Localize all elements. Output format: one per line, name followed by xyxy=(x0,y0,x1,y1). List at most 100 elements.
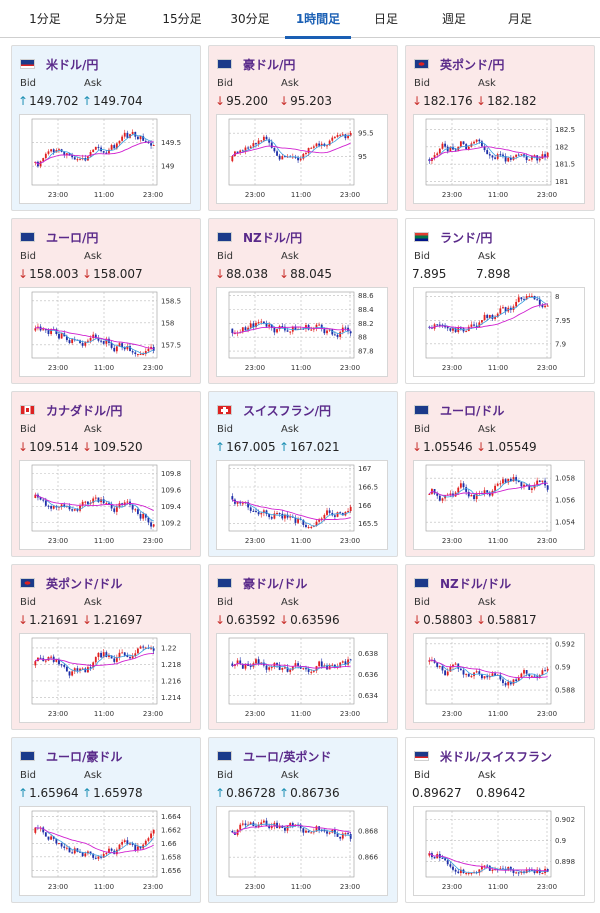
arrow-down-icon: ↓ xyxy=(279,613,290,627)
rate-card[interactable]: ランド/円 Bid Ask 7.895 7.898 23:00 11:00 23:0… xyxy=(405,218,595,384)
candle-body xyxy=(349,834,352,839)
candle-body xyxy=(79,159,81,161)
candle-body xyxy=(328,140,331,146)
rate-card[interactable]: 豪ドル/円 Bid Ask ↓95.200 ↓95.203 23:00 11:00… xyxy=(208,45,398,211)
bid-value-wrap: ↓0.58803 xyxy=(412,613,473,627)
candle-body xyxy=(465,873,468,875)
currency-pair-link[interactable]: 豪ドル/ドル xyxy=(243,576,308,591)
candlestick-chart[interactable]: 23:00 11:00 23:00 1.22 1.218 1.216 1.214 xyxy=(19,633,191,723)
rate-card[interactable]: NZドル/ドル Bid Ask ↓0.58803 ↓0.58817 23:00 1… xyxy=(405,564,595,730)
rate-card[interactable]: 米ドル/スイスフラン Bid Ask 0.89627 0.89642 23:00… xyxy=(405,737,595,903)
arrow-up-icon: ↑ xyxy=(279,440,290,454)
ma-short-line xyxy=(232,823,351,836)
candle-body xyxy=(241,150,244,152)
currency-pair-link[interactable]: 英ポンド/ドル xyxy=(46,576,123,591)
currency-pair-link[interactable]: 豪ドル/円 xyxy=(243,57,296,72)
currency-pair-link[interactable]: 米ドル/スイスフラン xyxy=(440,749,553,764)
candle-body xyxy=(315,826,318,832)
candle-body xyxy=(265,665,268,670)
rate-card[interactable]: 英ポンド/ドル Bid Ask ↓1.21691 ↓1.21697 23:00 1… xyxy=(11,564,201,730)
candlestick-chart[interactable]: 23:00 11:00 23:00 1.664 1.662 1.66 1.658 1.656 xyxy=(19,806,191,896)
candle-body xyxy=(541,304,544,308)
currency-pair-link[interactable]: スイスフラン/円 xyxy=(243,403,332,418)
tab-1hour[interactable]: 1時間足 xyxy=(285,0,351,39)
candlestick-chart[interactable]: 23:00 11:00 23:00 95.5 95 xyxy=(216,114,388,204)
candlestick-chart[interactable]: 23:00 11:00 23:00 0.868 0.866 xyxy=(216,806,388,896)
candlestick-chart[interactable]: 23:00 11:00 23:00 0.902 0.9 0.898 xyxy=(413,806,585,896)
candlestick-chart[interactable]: 23:00 11:00 23:00 109.8 109.6 109.4 109.2 xyxy=(19,460,191,550)
candlestick-chart[interactable]: 23:00 11:00 23:00 0.592 0.59 0.588 xyxy=(413,633,585,723)
candle-body xyxy=(60,504,63,507)
ma-long-line xyxy=(428,482,548,496)
candle-body xyxy=(110,848,113,851)
candlestick-chart[interactable]: 23:00 11:00 23:00 182.5 182 181.5 181 xyxy=(413,114,585,204)
rate-card[interactable]: カナダドル/円 Bid Ask ↓109.514 ↓109.520 23:00 1… xyxy=(11,391,201,557)
rate-card[interactable]: ユーロ/豪ドル Bid Ask ↑1.65964 ↑1.65978 23:00 1… xyxy=(11,737,201,903)
candle-body xyxy=(68,340,71,343)
tab-30min[interactable]: 30分足 xyxy=(230,12,270,26)
candle-body xyxy=(438,324,441,326)
card-header: 米ドル/円 xyxy=(20,57,99,72)
rate-card[interactable]: 米ドル/円 Bid Ask ↑149.702 ↑149.704 23:00 11:… xyxy=(11,45,201,211)
candle-body xyxy=(123,132,126,137)
candle-body xyxy=(68,847,71,853)
candle-body xyxy=(457,487,460,493)
currency-pair-link[interactable]: ユーロ/豪ドル xyxy=(46,749,123,764)
rate-card[interactable]: 英ポンド/円 Bid Ask ↓182.176 ↓182.182 23:00 11… xyxy=(405,45,595,211)
tab-daily[interactable]: 日足 xyxy=(373,12,398,26)
bid-label: Bid xyxy=(20,770,36,781)
card-header: 米ドル/スイスフラン xyxy=(414,749,553,764)
tab-monthly[interactable]: 月足 xyxy=(507,12,532,26)
candlestick-chart[interactable]: 23:00 11:00 23:00 149.5 149 xyxy=(19,114,191,204)
rate-card[interactable]: ユーロ/ドル Bid Ask ↓1.05546 ↓1.05549 23:00 11… xyxy=(405,391,595,557)
candle-body xyxy=(100,340,102,342)
candle-body xyxy=(97,146,100,148)
y-tick-label: 7.95 xyxy=(555,317,571,325)
y-tick-label: 182 xyxy=(555,143,568,151)
arrow-down-icon: ↓ xyxy=(215,94,226,108)
candle-body xyxy=(467,146,470,150)
tab-15min[interactable]: 15分足 xyxy=(162,12,202,26)
currency-pair-link[interactable]: ユーロ/英ポンド xyxy=(243,749,332,764)
currency-pair-link[interactable]: カナダドル/円 xyxy=(46,403,123,418)
currency-pair-link[interactable]: 英ポンド/円 xyxy=(440,57,505,72)
candlestick-chart[interactable]: 23:00 11:00 23:00 1.058 1.056 1.054 xyxy=(413,460,585,550)
candlestick-chart[interactable]: 23:00 11:00 23:00 167 166.5 166 165.5 xyxy=(216,460,388,550)
ask-label: Ask xyxy=(281,251,299,262)
tab-5min[interactable]: 5分足 xyxy=(95,12,127,26)
currency-pair-link[interactable]: ユーロ/ドル xyxy=(440,403,505,418)
candlestick-chart[interactable]: 23:00 11:00 23:00 158.5 158 157.5 xyxy=(19,287,191,377)
candle-body xyxy=(231,156,234,162)
currency-pair-link[interactable]: 米ドル/円 xyxy=(46,57,99,72)
rate-card[interactable]: 豪ドル/ドル Bid Ask ↓0.63592 ↓0.63596 23:00 11… xyxy=(208,564,398,730)
tab-weekly[interactable]: 週足 xyxy=(441,12,466,26)
candle-body xyxy=(473,672,475,677)
candle-body xyxy=(478,322,481,328)
rate-card[interactable]: ユーロ/円 Bid Ask ↓158.003 ↓158.007 23:00 11:… xyxy=(11,218,201,384)
currency-pair-link[interactable]: ランド/円 xyxy=(440,230,493,245)
candle-body xyxy=(42,329,45,331)
candle-body xyxy=(499,154,502,156)
candlestick-chart[interactable]: 23:00 11:00 23:00 88.6 88.4 88.2 88 87.8 xyxy=(216,287,388,377)
currency-pair-link[interactable]: NZドル/ドル xyxy=(440,576,512,591)
candle-body xyxy=(249,146,252,148)
candle-body xyxy=(68,505,71,510)
x-tick-label: 23:00 xyxy=(340,364,360,372)
candle-body xyxy=(68,153,71,156)
rate-card[interactable]: NZドル/円 Bid Ask ↓88.038 ↓88.045 23:00 11:0… xyxy=(208,218,398,384)
candle-body xyxy=(318,324,321,326)
ch-jp-flag-icon xyxy=(217,405,232,415)
candle-body xyxy=(92,662,95,668)
candle-body xyxy=(284,514,286,519)
candle-body xyxy=(470,324,473,327)
currency-pair-link[interactable]: NZドル/円 xyxy=(243,230,303,245)
rate-card[interactable]: ユーロ/英ポンド Bid Ask ↑0.86728 ↑0.86736 23:00… xyxy=(208,737,398,903)
candle-body xyxy=(289,669,292,672)
candlestick-chart[interactable]: 23:00 11:00 23:00 8 7.95 7.9 xyxy=(413,287,585,377)
currency-pair-link[interactable]: ユーロ/円 xyxy=(46,230,99,245)
candlestick-chart[interactable]: 23:00 11:00 23:00 0.638 0.636 0.634 xyxy=(216,633,388,723)
candle-body xyxy=(121,343,124,348)
tab-1min[interactable]: 1分足 xyxy=(29,12,61,26)
card-header: NZドル/円 xyxy=(217,230,303,245)
rate-card[interactable]: スイスフラン/円 Bid Ask ↑167.005 ↑167.021 23:00… xyxy=(208,391,398,557)
